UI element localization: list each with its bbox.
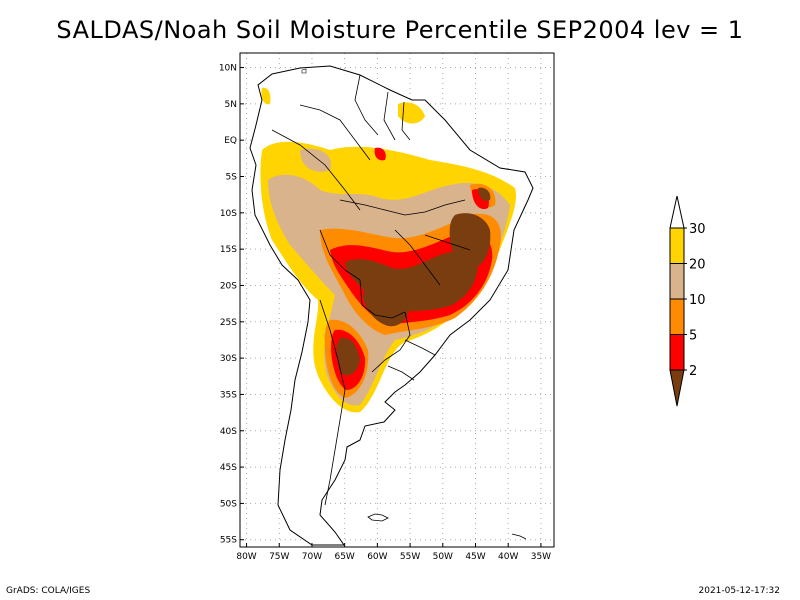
lat-tick-label: 15S xyxy=(220,245,237,255)
lon-tick-label: 45W xyxy=(465,552,485,562)
lat-tick-label: 10S xyxy=(220,209,237,219)
lat-tick-label: 5S xyxy=(226,173,238,183)
lon-tick-label: 60W xyxy=(367,552,387,562)
percentile-shading xyxy=(260,87,516,413)
legend-bin xyxy=(669,263,685,300)
lat-tick-label: 45S xyxy=(220,463,237,473)
map-title: SALDAS/Noah Soil Moisture Percentile SEP… xyxy=(56,16,744,44)
legend-bin-top xyxy=(669,195,685,229)
lon-tick-label: 65W xyxy=(334,552,354,562)
legend-bin-bottom xyxy=(669,369,685,407)
lat-tick-label: 55S xyxy=(220,536,237,546)
lon-tick-label: 70W xyxy=(302,552,322,562)
lat-tick-label: 5N xyxy=(225,100,237,110)
map-frame xyxy=(239,52,555,548)
trinidad-island xyxy=(301,68,307,74)
lat-tick-label: 35S xyxy=(220,390,237,400)
legend-bin xyxy=(669,334,685,371)
lon-tick-label: 50W xyxy=(433,552,453,562)
lon-tick-label: 40W xyxy=(498,552,518,562)
falklands-islands xyxy=(367,513,389,522)
lat-tick-label: EQ xyxy=(224,136,237,146)
legend-label: 2 xyxy=(689,364,697,379)
lon-tick-label: 75W xyxy=(269,552,289,562)
legend-label: 30 xyxy=(689,222,706,237)
lon-tick-label: 35W xyxy=(531,552,551,562)
legend-bin xyxy=(669,227,685,264)
legend-colorbar: 30 20 10 5 2 xyxy=(669,195,706,407)
south-georgia-island xyxy=(511,533,527,540)
lat-tick-label: 20S xyxy=(220,281,237,291)
lat-tick-label: 40S xyxy=(220,427,237,437)
footer-credit: GrADS: COLA/IGES xyxy=(6,586,91,596)
lat-tick-label: 25S xyxy=(220,318,237,328)
longitude-ticks: 80W 75W 70W 65W 60W 55W 50W 45W 40W 35W xyxy=(236,543,551,562)
legend-bin xyxy=(669,298,685,335)
lon-tick-label: 80W xyxy=(236,552,256,562)
lat-tick-label: 30S xyxy=(220,354,237,364)
lon-tick-label: 55W xyxy=(400,552,420,562)
legend-label: 10 xyxy=(689,293,706,308)
latitude-ticks: 10N 5N EQ 5S 10S 15S 20S 25S 30S 35S 40S 45S 50S 55S xyxy=(219,64,244,546)
lat-tick-label: 10N xyxy=(219,64,237,74)
country-borders xyxy=(271,74,471,506)
lat-tick-label: 50S xyxy=(220,499,237,509)
legend-label: 20 xyxy=(689,258,706,273)
legend-label: 5 xyxy=(689,329,697,344)
footer-timestamp: 2021-05-12-17:32 xyxy=(698,586,781,596)
